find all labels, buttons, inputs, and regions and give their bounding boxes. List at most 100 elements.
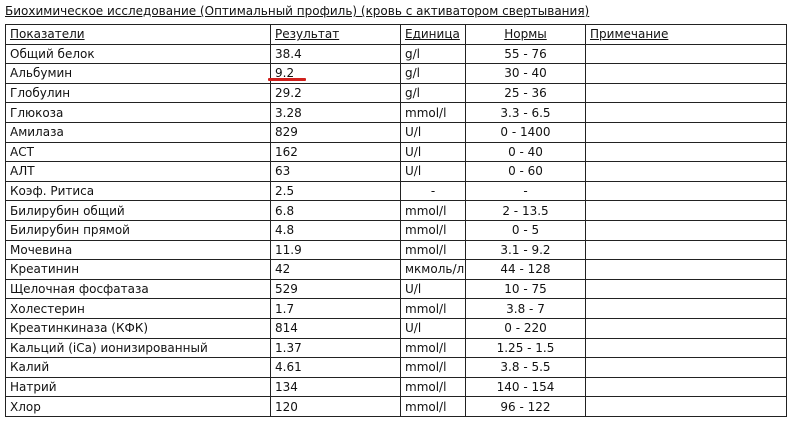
table-cell: Калий xyxy=(5,357,271,378)
table-cell: 42 xyxy=(270,259,401,280)
header-row: Показатели Результат Единица Нормы Примечани… xyxy=(5,24,787,45)
table-cell: 3.28 xyxy=(270,102,401,123)
table-cell: Креатинкиназа (КФК) xyxy=(5,317,271,339)
table-cell xyxy=(585,337,787,359)
table-cell: mmol/l xyxy=(400,337,466,359)
table-cell xyxy=(585,357,787,378)
table-cell: 3.1 - 9.2 xyxy=(465,239,586,261)
table-cell: 0 - 60 xyxy=(465,161,586,182)
highlight-underline xyxy=(268,78,306,81)
table-cell xyxy=(585,82,787,104)
table-row: Щелочная фосфатаза 529 U/l 10 - 75 xyxy=(5,278,787,300)
table-cell: 1.37 xyxy=(270,337,401,359)
table-cell: Коэф. Ритиса xyxy=(5,180,271,202)
table-cell: АЛТ xyxy=(5,161,271,182)
table-cell: Глобулин xyxy=(5,82,271,104)
table-row: Амилаза 829 U/l 0 - 1400 xyxy=(5,121,787,143)
table-cell: 1.7 xyxy=(270,298,401,319)
table-cell: 11.9 xyxy=(270,239,401,261)
table-cell xyxy=(585,200,787,221)
table-cell: U/l xyxy=(400,278,466,300)
table-cell: 25 - 36 xyxy=(465,82,586,104)
table-cell: mmol/l xyxy=(400,239,466,261)
table-cell: 0 - 220 xyxy=(465,317,586,339)
table-cell xyxy=(585,63,787,84)
table-cell: 3.3 - 6.5 xyxy=(465,102,586,123)
table-row: Глобулин 29.2 g/l 25 - 36 xyxy=(5,82,787,104)
table-cell xyxy=(585,396,787,417)
table-cell: 4.8 xyxy=(270,219,401,241)
table-cell: U/l xyxy=(400,141,466,163)
table-cell: Кальций (iCa) ионизированный xyxy=(5,337,271,359)
table-cell: 55 - 76 xyxy=(465,43,586,65)
table-cell xyxy=(585,141,787,163)
table-row: Билирубин прямой 4.8 mmol/l 0 - 5 xyxy=(5,219,787,241)
table-cell xyxy=(585,278,787,300)
column-header: Результат xyxy=(270,24,401,45)
table-cell: 0 - 40 xyxy=(465,141,586,163)
table-cell: 3.8 - 5.5 xyxy=(465,357,586,378)
table-cell: g/l xyxy=(400,63,466,84)
table-cell: Амилаза xyxy=(5,121,271,143)
table-row: Альбумин 9.2 g/l 30 - 40 xyxy=(5,63,787,84)
table-cell: 10 - 75 xyxy=(465,278,586,300)
table-row: Креатинкиназа (КФК) 814 U/l 0 - 220 xyxy=(5,317,787,339)
table-cell: - xyxy=(465,180,586,202)
column-header: Примечание xyxy=(585,24,787,45)
table-cell: U/l xyxy=(400,161,466,182)
table-cell: Альбумин xyxy=(5,63,271,84)
table-row: Общий белок 38.4 g/l 55 - 76 xyxy=(5,43,787,65)
table-cell: 0 - 1400 xyxy=(465,121,586,143)
table-cell: 829 xyxy=(270,121,401,143)
results-table: Показатели Результат Единица Нормы Примечани… xyxy=(5,24,787,417)
column-header: Единица xyxy=(400,24,466,45)
table-cell xyxy=(585,259,787,280)
table-cell: mmol/l xyxy=(400,102,466,123)
table-cell: 38.4 xyxy=(270,43,401,65)
table-cell: 529 xyxy=(270,278,401,300)
table-cell: U/l xyxy=(400,317,466,339)
table-cell: 1.25 - 1.5 xyxy=(465,337,586,359)
table-cell: 2 - 13.5 xyxy=(465,200,586,221)
table-cell: U/l xyxy=(400,121,466,143)
table-cell: Глюкоза xyxy=(5,102,271,123)
table-cell xyxy=(585,43,787,65)
table-row: Холестерин 1.7 mmol/l 3.8 - 7 xyxy=(5,298,787,319)
table-cell: 4.61 xyxy=(270,357,401,378)
table-row: Калий 4.61 mmol/l 3.8 - 5.5 xyxy=(5,357,787,378)
table-cell: 63 xyxy=(270,161,401,182)
table-cell: Общий белок xyxy=(5,43,271,65)
table-cell: g/l xyxy=(400,82,466,104)
table-cell xyxy=(585,317,787,339)
table-cell: АСТ xyxy=(5,141,271,163)
table-cell: Мочевина xyxy=(5,239,271,261)
table-cell: 3.8 - 7 xyxy=(465,298,586,319)
table-cell: 134 xyxy=(270,376,401,398)
table-cell: - xyxy=(400,180,466,202)
table-cell xyxy=(585,376,787,398)
table-cell xyxy=(585,180,787,202)
column-header: Нормы xyxy=(465,24,586,45)
table-cell: 140 - 154 xyxy=(465,376,586,398)
table-cell: mmol/l xyxy=(400,376,466,398)
table-cell: 120 xyxy=(270,396,401,417)
table-cell: mmol/l xyxy=(400,200,466,221)
table-cell: 0 - 5 xyxy=(465,219,586,241)
table-row: Коэф. Ритиса 2.5- - xyxy=(5,180,787,202)
table-cell: Билирубин общий xyxy=(5,200,271,221)
table-cell: 814 xyxy=(270,317,401,339)
table-cell: mmol/l xyxy=(400,298,466,319)
table-row: Кальций (iCa) ионизированный 1.37 mmol/l 1.… xyxy=(5,337,787,359)
table-cell: 6.8 xyxy=(270,200,401,221)
table-cell: 96 - 122 xyxy=(465,396,586,417)
table-cell xyxy=(585,102,787,123)
table-cell: 162 xyxy=(270,141,401,163)
table-cell: 30 - 40 xyxy=(465,63,586,84)
document-title: Биохимическое исследование (Оптимальный … xyxy=(5,4,590,18)
table-cell xyxy=(585,239,787,261)
column-header: Показатели xyxy=(5,24,271,45)
table-row: АЛТ 63 U/l 0 - 60 xyxy=(5,161,787,182)
table-cell: g/l xyxy=(400,43,466,65)
table-cell: Креатинин xyxy=(5,259,271,280)
